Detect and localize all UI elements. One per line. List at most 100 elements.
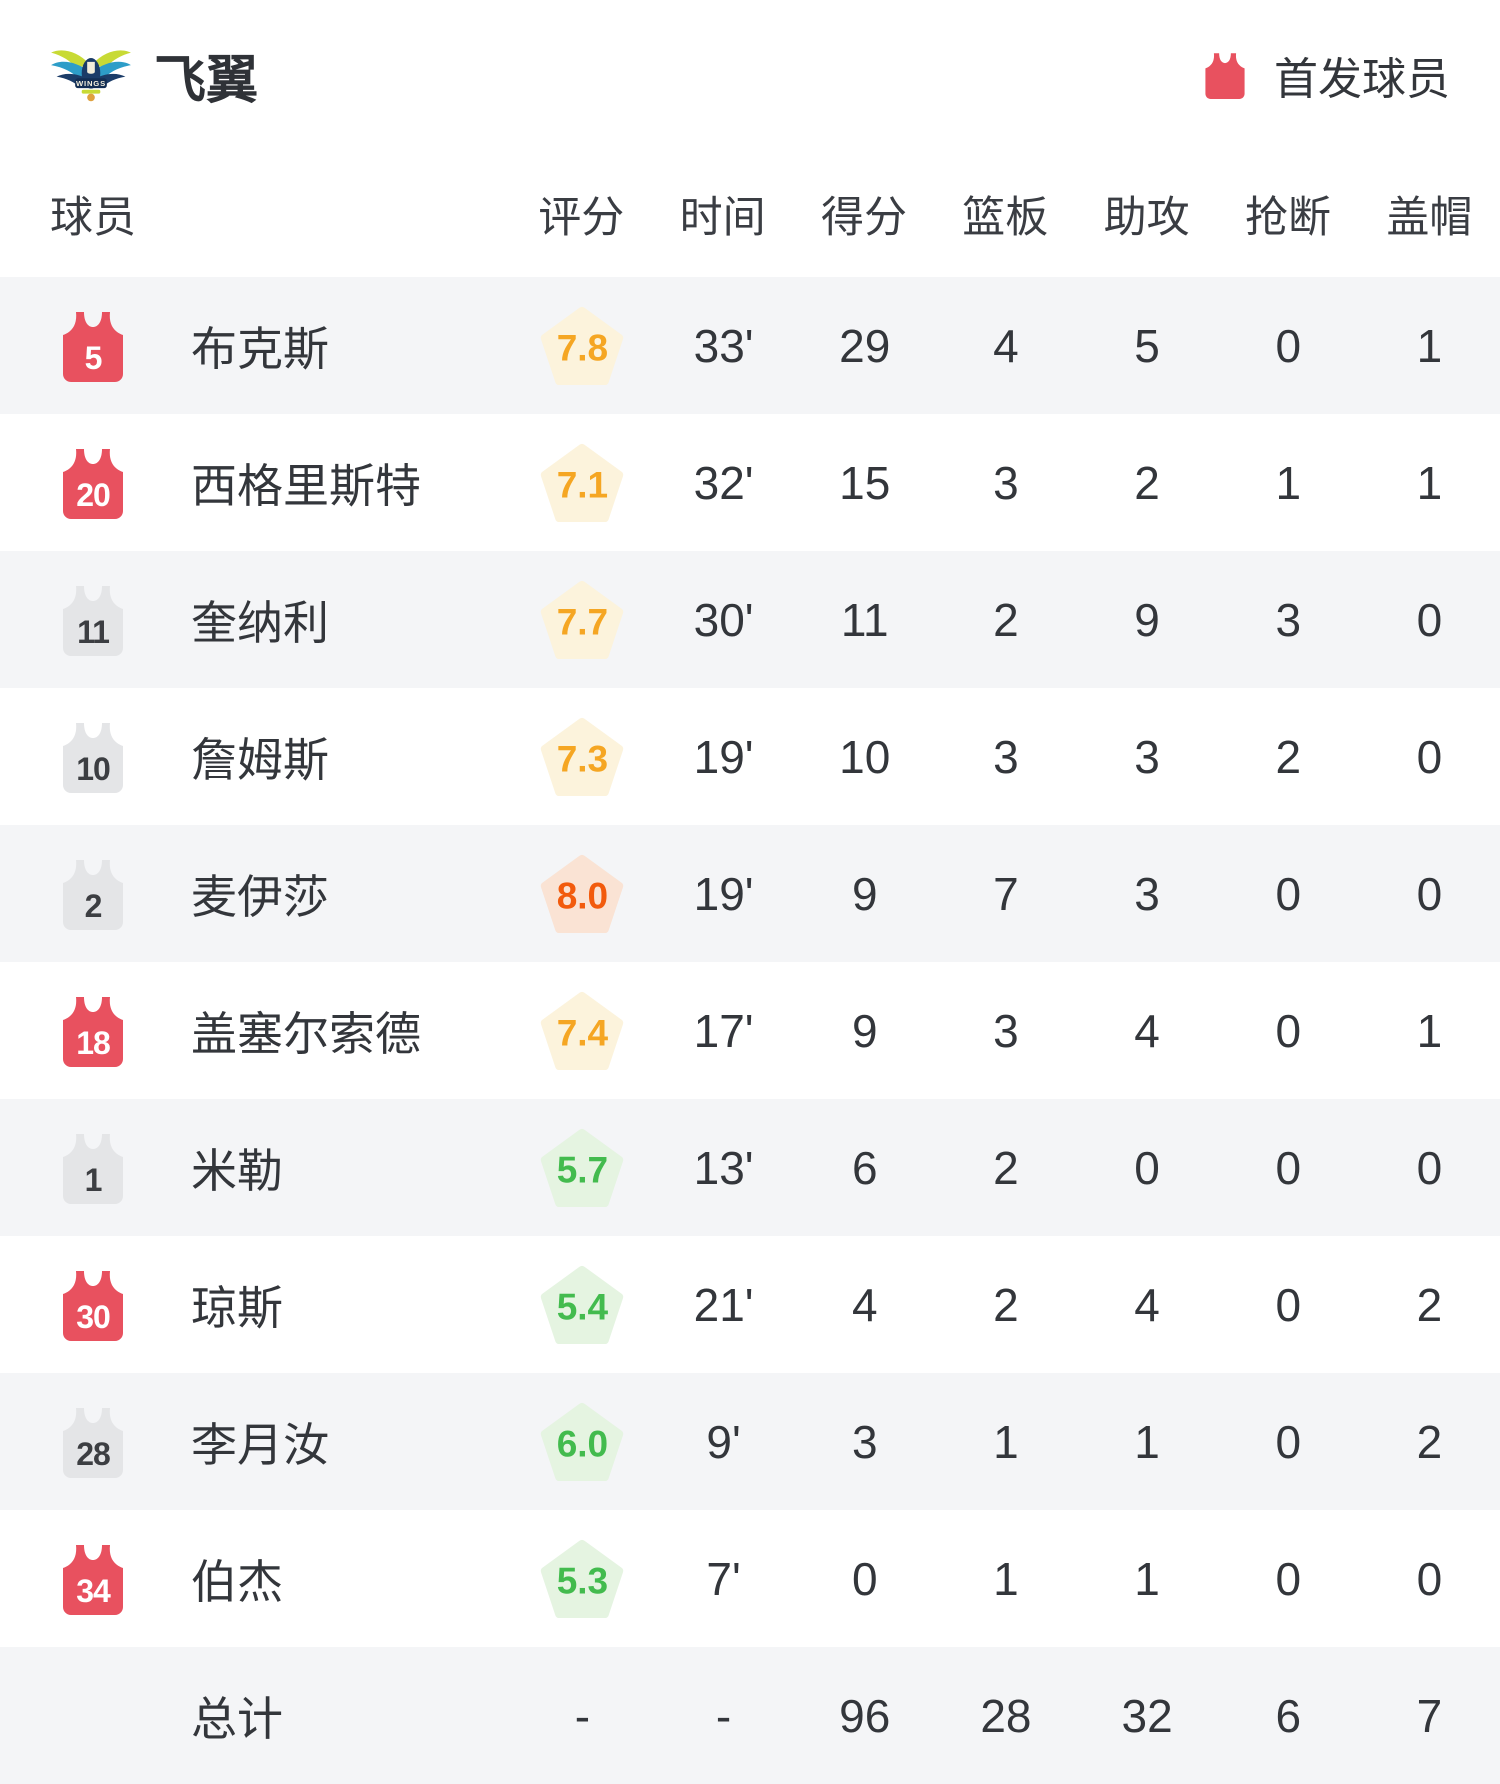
total-label: 总计 <box>191 1692 283 1745</box>
stat-rebounds: 2 <box>993 1278 1019 1331</box>
player-name: 西格里斯特 <box>191 459 421 512</box>
player-row[interactable]: 2 麦伊莎 8.0 19' 9 7 3 0 0 <box>0 825 1500 962</box>
player-table-body: 5 布克斯 7.8 33' 29 4 5 0 1 20 西格里斯特 7.1 <box>0 277 1500 1647</box>
rating-value: 8.0 <box>556 875 609 917</box>
column-assists: 助攻 <box>1103 193 1190 242</box>
total-time: - <box>715 1689 732 1742</box>
stat-time: 19' <box>693 867 754 920</box>
stat-time: 30' <box>693 593 754 646</box>
jersey-number: 28 <box>76 1435 111 1472</box>
stat-time: 19' <box>693 730 754 783</box>
total-points: 96 <box>839 1689 891 1742</box>
total-row: 总计 - - 96 28 32 6 7 <box>0 1647 1500 1784</box>
pentagon-icon <box>541 443 624 522</box>
title-bar: WINGS 飞翼 首发球员 <box>0 0 1500 150</box>
column-time: 时间 <box>679 193 766 242</box>
stat-blocks: 2 <box>1416 1278 1443 1331</box>
stat-assists: 4 <box>1134 1004 1160 1057</box>
stat-rebounds: 2 <box>993 593 1019 646</box>
stat-points: 0 <box>851 1552 878 1605</box>
stat-blocks: 0 <box>1416 730 1443 783</box>
stat-steals: 0 <box>1275 1141 1302 1194</box>
player-row[interactable]: 18 盖塞尔索德 7.4 17' 9 3 4 0 1 <box>0 962 1500 1099</box>
jersey-icon: 34 <box>61 1543 125 1615</box>
stat-assists: 3 <box>1134 867 1160 920</box>
rating-value: 5.7 <box>556 1149 609 1191</box>
jersey-number: 10 <box>76 750 111 787</box>
rating-badge: 7.1 <box>540 443 624 523</box>
jersey-number: 11 <box>77 613 110 650</box>
rating-value: 7.3 <box>556 738 609 780</box>
pentagon-icon <box>541 1265 624 1344</box>
stat-assists: 3 <box>1134 730 1160 783</box>
stat-points: 3 <box>851 1415 878 1468</box>
pentagon-icon <box>541 1128 624 1207</box>
jersey-number: 2 <box>84 887 103 924</box>
starter-jersey-icon <box>1204 52 1246 99</box>
stat-time: 33' <box>693 319 754 372</box>
jersey-icon: 1 <box>61 1132 125 1204</box>
stat-assists: 1 <box>1134 1552 1160 1605</box>
total-steals: 6 <box>1275 1689 1302 1742</box>
stat-points: 4 <box>851 1278 878 1331</box>
player-row[interactable]: 1 米勒 5.7 13' 6 2 0 0 0 <box>0 1099 1500 1236</box>
total-blocks: 7 <box>1416 1689 1443 1742</box>
stat-time: 7' <box>706 1552 741 1605</box>
stat-rebounds: 3 <box>993 1004 1019 1057</box>
stat-rebounds: 4 <box>993 319 1019 372</box>
rating-badge: 8.0 <box>540 854 624 934</box>
stat-rebounds: 1 <box>993 1415 1019 1468</box>
stat-blocks: 0 <box>1416 593 1443 646</box>
stat-steals: 0 <box>1275 1278 1302 1331</box>
pentagon-icon <box>541 580 624 659</box>
jersey-icon: 20 <box>61 447 125 519</box>
stat-points: 10 <box>839 730 891 783</box>
stat-assists: 2 <box>1134 456 1160 509</box>
jersey-number: 30 <box>76 1298 111 1335</box>
stat-blocks: 0 <box>1416 1552 1443 1605</box>
stat-steals: 1 <box>1275 456 1302 509</box>
stat-assists: 1 <box>1134 1415 1160 1468</box>
total-rebounds: 28 <box>980 1689 1032 1742</box>
stat-time: 32' <box>693 456 754 509</box>
player-row[interactable]: 20 西格里斯特 7.1 32' 15 3 2 1 1 <box>0 414 1500 551</box>
stat-assists: 0 <box>1134 1141 1160 1194</box>
player-row[interactable]: 34 伯杰 5.3 7' 0 1 1 0 0 <box>0 1510 1500 1647</box>
stat-steals: 0 <box>1275 1552 1302 1605</box>
stat-steals: 0 <box>1275 1415 1302 1468</box>
player-name: 盖塞尔索德 <box>191 1007 421 1060</box>
pentagon-icon <box>541 1402 624 1481</box>
column-points: 得分 <box>820 193 907 242</box>
pentagon-icon <box>541 1539 624 1618</box>
jersey-icon: 28 <box>61 1406 125 1478</box>
rating-badge: 5.4 <box>540 1265 624 1345</box>
column-rating: 评分 <box>538 193 625 242</box>
player-row[interactable]: 28 李月汝 6.0 9' 3 1 1 0 2 <box>0 1373 1500 1510</box>
pentagon-icon <box>541 991 624 1070</box>
jersey-icon: 11 <box>61 584 125 656</box>
stat-points: 6 <box>851 1141 878 1194</box>
stat-blocks: 1 <box>1416 1004 1443 1057</box>
jersey-icon: 5 <box>61 310 125 382</box>
team-name: 飞翼 <box>154 51 259 110</box>
stat-steals: 0 <box>1275 867 1302 920</box>
player-row[interactable]: 10 詹姆斯 7.3 19' 10 3 3 2 0 <box>0 688 1500 825</box>
player-row[interactable]: 30 琼斯 5.4 21' 4 2 4 0 2 <box>0 1236 1500 1373</box>
player-name: 米勒 <box>191 1144 283 1197</box>
jersey-number: 18 <box>76 1024 111 1061</box>
player-row[interactable]: 11 奎纳利 7.7 30' 11 2 9 3 0 <box>0 551 1500 688</box>
rating-value: 5.4 <box>556 1286 609 1328</box>
rating-badge: 7.8 <box>540 306 624 386</box>
jersey-number: 1 <box>84 1161 103 1198</box>
stat-points: 9 <box>851 1004 878 1057</box>
player-row[interactable]: 5 布克斯 7.8 33' 29 4 5 0 1 <box>0 277 1500 414</box>
total-rating: - <box>574 1689 591 1742</box>
stat-blocks: 0 <box>1416 867 1443 920</box>
rating-value: 7.4 <box>556 1012 609 1054</box>
stat-points: 11 <box>840 593 889 646</box>
stat-blocks: 2 <box>1416 1415 1443 1468</box>
player-name: 琼斯 <box>191 1281 283 1334</box>
player-name: 麦伊莎 <box>191 870 329 923</box>
rating-badge: 5.7 <box>540 1128 624 1208</box>
stat-points: 15 <box>839 456 891 509</box>
